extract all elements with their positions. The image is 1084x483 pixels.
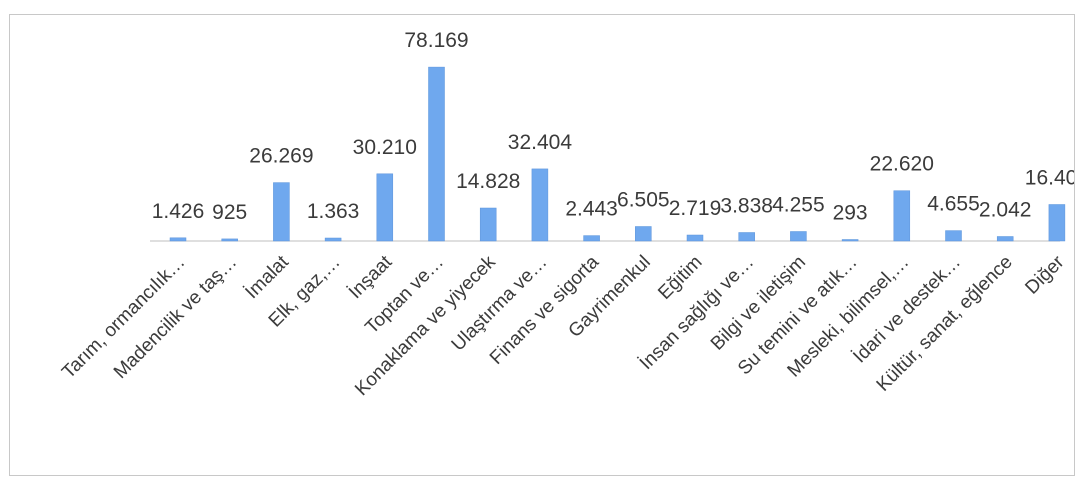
data-label: 2.443 <box>565 198 618 221</box>
bar <box>1048 204 1066 242</box>
bar <box>479 207 497 242</box>
data-label: 16.407 <box>1025 167 1074 190</box>
bar <box>686 234 704 242</box>
bar <box>583 235 600 242</box>
data-label: 32.404 <box>508 131 573 154</box>
data-label: 293 <box>833 202 868 225</box>
bar <box>273 182 290 242</box>
data-label: 6.505 <box>617 189 670 212</box>
data-label: 4.655 <box>927 193 980 216</box>
x-tick-label: Diğer <box>1021 251 1068 298</box>
data-label: 1.363 <box>307 200 360 223</box>
bar <box>635 226 652 242</box>
bar <box>376 173 394 242</box>
data-label: 925 <box>212 201 247 224</box>
data-label: 2.042 <box>979 199 1032 222</box>
data-label: 2.719 <box>669 197 722 220</box>
bar <box>169 237 187 242</box>
data-label: 14.828 <box>456 170 520 193</box>
data-label: 30.210 <box>353 136 417 159</box>
bar <box>221 238 238 242</box>
bar <box>893 190 911 242</box>
chart-frame: 1.426 925 26.269 1.363 30.210 78.169 14.828 32.… <box>9 14 1075 476</box>
bar <box>324 237 342 242</box>
bar <box>945 230 962 242</box>
data-label: 1.426 <box>152 200 205 223</box>
data-label: 4.255 <box>772 194 825 217</box>
bar-chart: 1.426 925 26.269 1.363 30.210 78.169 14.828 32.… <box>58 29 1074 400</box>
bar <box>531 168 549 242</box>
bar <box>996 236 1014 242</box>
data-label: 3.838 <box>720 195 773 218</box>
data-label: 78.169 <box>404 29 468 52</box>
data-label: 26.269 <box>249 145 313 168</box>
bar <box>428 66 445 242</box>
bar <box>790 231 807 242</box>
data-label: 22.620 <box>870 153 934 176</box>
bar <box>738 232 755 242</box>
bar <box>841 239 859 242</box>
